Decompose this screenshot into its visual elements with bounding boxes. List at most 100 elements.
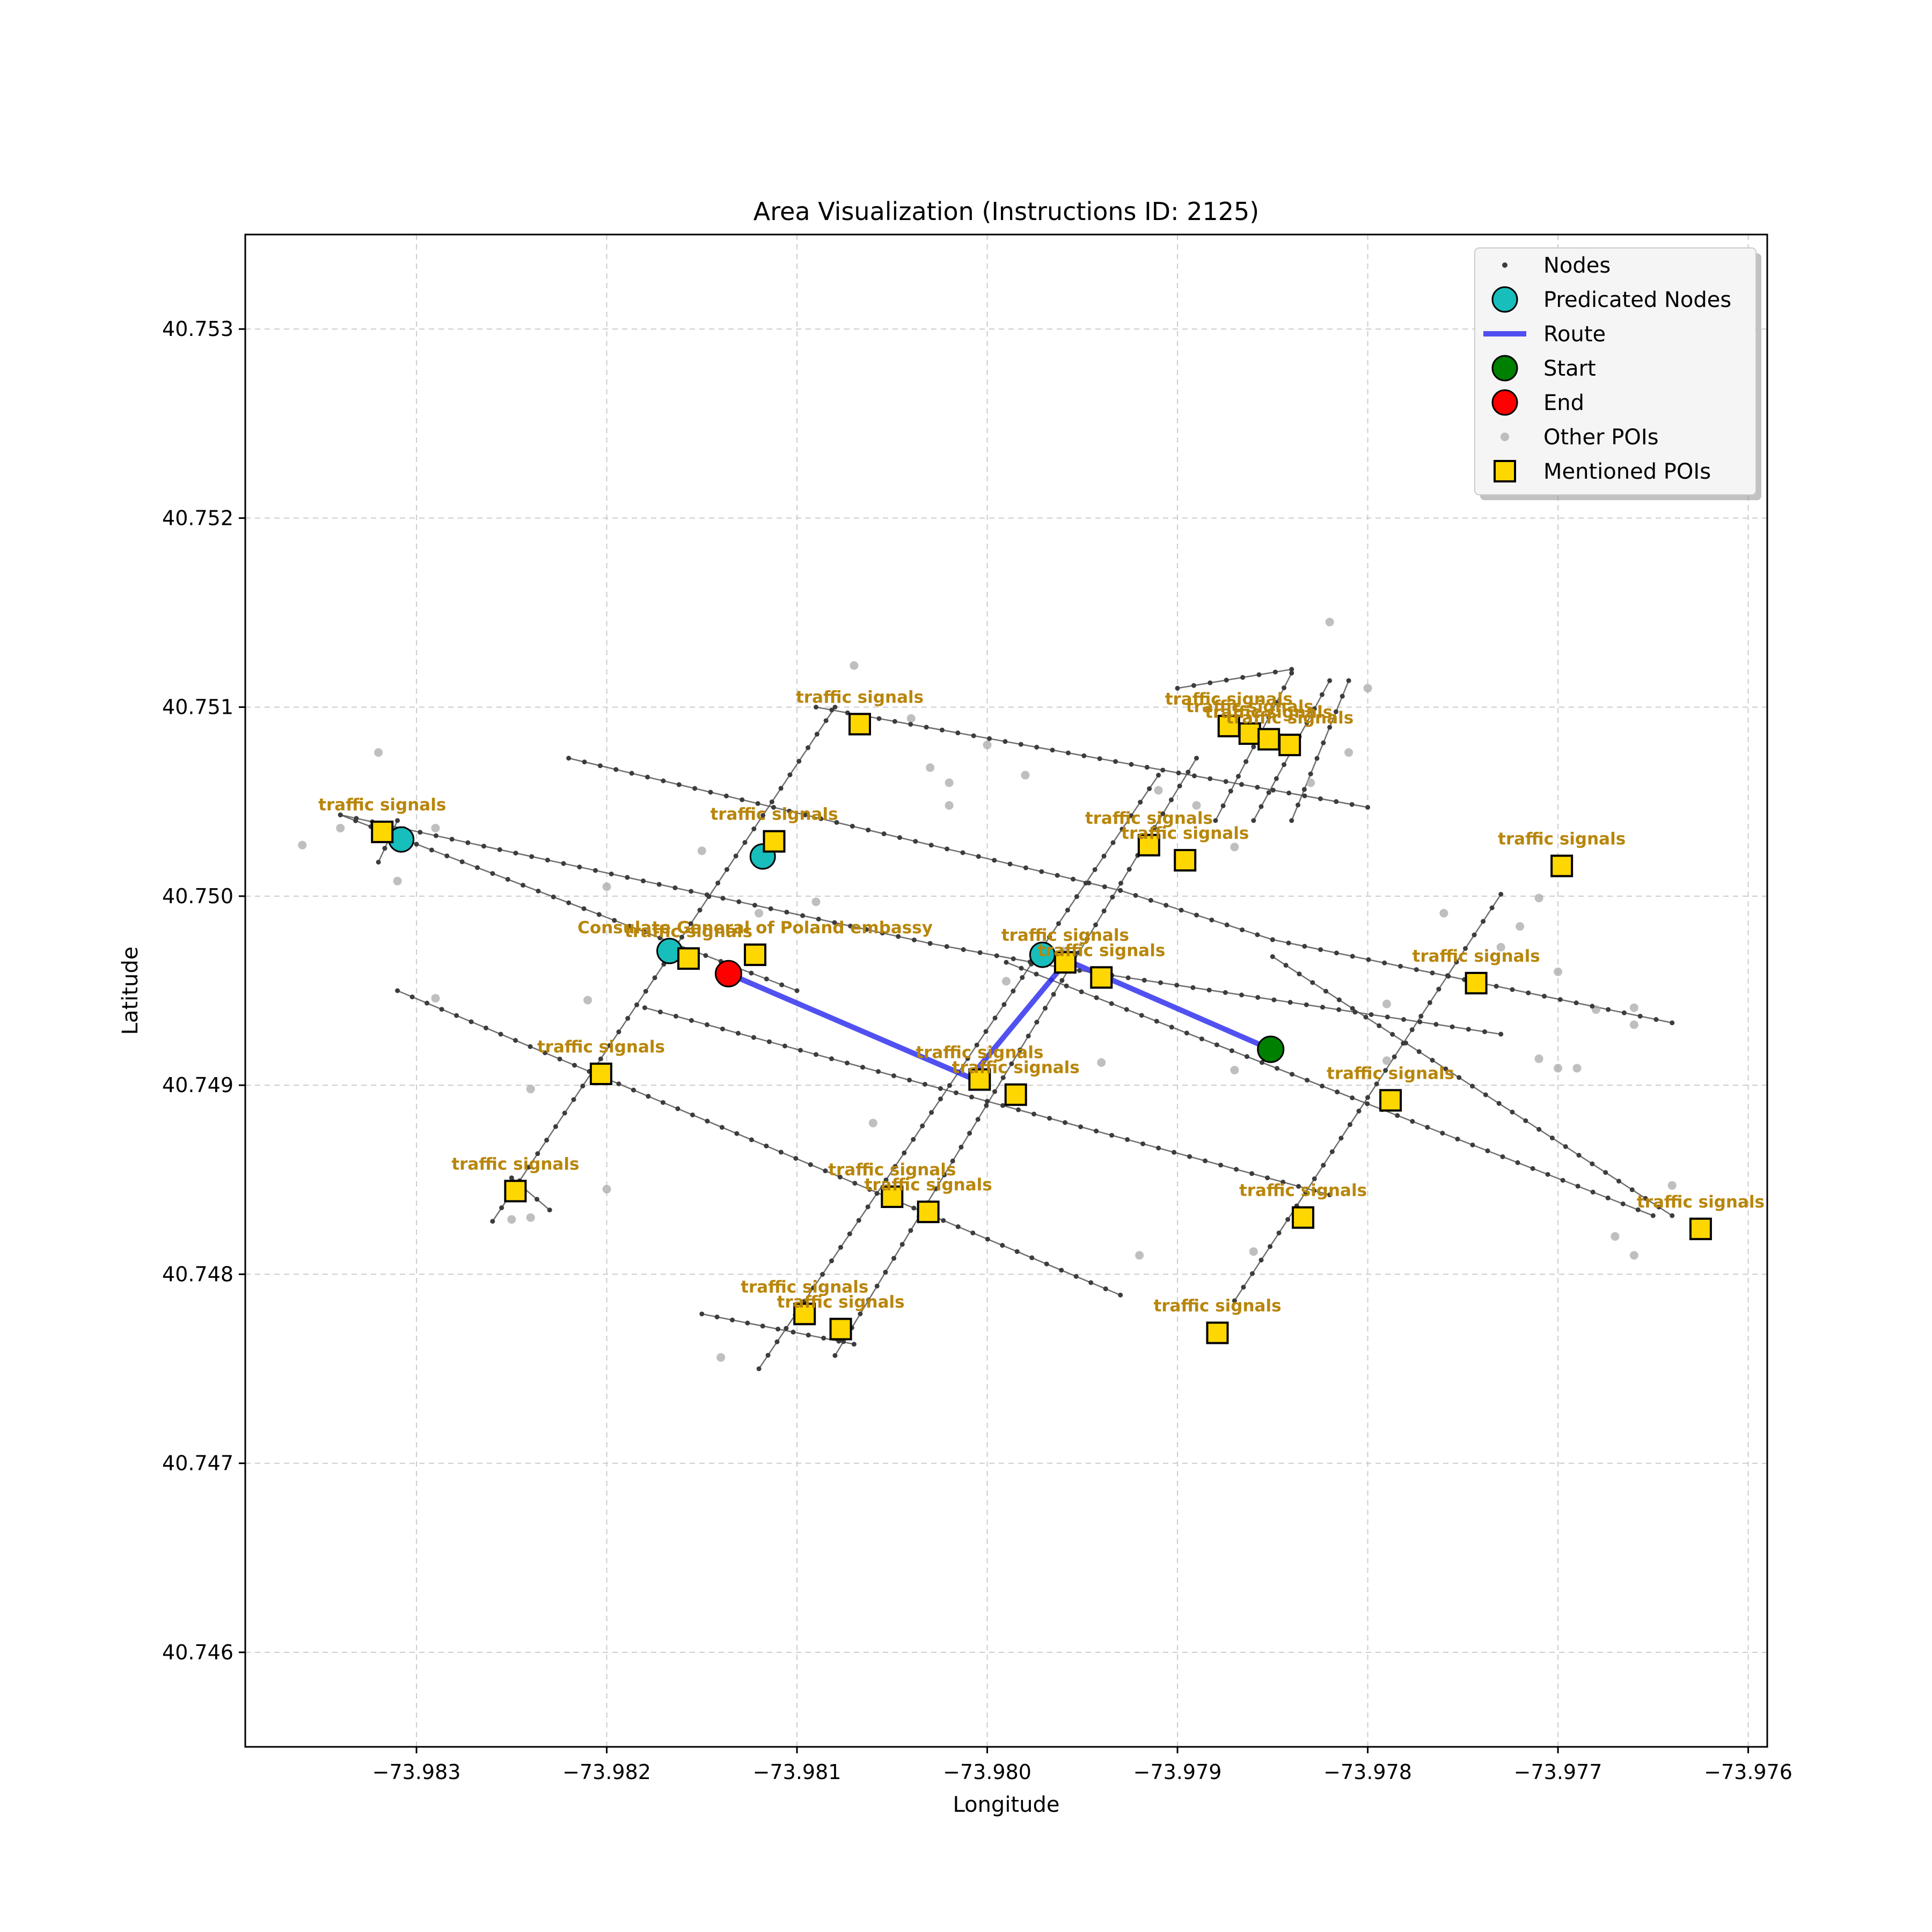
other-poi-point bbox=[1496, 942, 1505, 952]
node-point bbox=[708, 789, 713, 795]
node-point bbox=[787, 808, 792, 814]
mentioned-poi-label: traffic signals bbox=[625, 922, 752, 941]
node-point bbox=[1417, 1019, 1423, 1024]
node-point bbox=[1224, 922, 1230, 927]
legend-predicated-icon bbox=[1491, 286, 1518, 313]
node-point bbox=[814, 731, 819, 737]
node-point bbox=[672, 885, 678, 890]
node-point bbox=[1220, 803, 1226, 808]
node-point bbox=[876, 1069, 881, 1074]
node-point bbox=[572, 1063, 577, 1068]
node-point bbox=[927, 941, 933, 946]
legend-label: End bbox=[1543, 391, 1584, 415]
node-point bbox=[642, 930, 647, 935]
node-point bbox=[1191, 773, 1197, 779]
node-point bbox=[561, 861, 566, 866]
node-point bbox=[1390, 1031, 1395, 1037]
node-point bbox=[1194, 756, 1199, 761]
node-point bbox=[941, 1218, 946, 1223]
node-point bbox=[955, 1224, 961, 1230]
node-point bbox=[1119, 826, 1125, 832]
node-point bbox=[1232, 1298, 1237, 1304]
node-point bbox=[703, 953, 708, 958]
node-point bbox=[657, 935, 663, 941]
node-point bbox=[395, 988, 400, 993]
node-point bbox=[1191, 683, 1196, 688]
node-point bbox=[1118, 1292, 1123, 1298]
node-point bbox=[1235, 774, 1241, 779]
node-point bbox=[1023, 865, 1028, 870]
node-point bbox=[1126, 867, 1132, 872]
route bbox=[727, 957, 1272, 1081]
node-point bbox=[975, 1117, 980, 1122]
node-point bbox=[984, 1103, 989, 1108]
node-point bbox=[1034, 1020, 1040, 1025]
node-point bbox=[841, 1339, 846, 1344]
node-point bbox=[1283, 963, 1289, 968]
mentioned-poi-marker bbox=[1550, 854, 1574, 877]
node-point bbox=[1536, 1126, 1542, 1132]
node-point bbox=[1454, 960, 1459, 965]
node-point bbox=[820, 1272, 825, 1277]
node-point bbox=[724, 867, 729, 872]
node-point bbox=[768, 906, 773, 911]
node-point bbox=[1320, 1005, 1326, 1010]
node-point bbox=[752, 903, 757, 908]
legend-end-icon bbox=[1491, 389, 1518, 416]
node-point bbox=[1034, 744, 1040, 750]
node-point bbox=[960, 850, 965, 855]
node-point bbox=[1327, 724, 1333, 730]
other-poi-point bbox=[850, 661, 859, 670]
node-point bbox=[1214, 1042, 1219, 1048]
node-point bbox=[543, 1050, 548, 1056]
node-point bbox=[1110, 895, 1115, 900]
node-point bbox=[802, 812, 808, 817]
node-point bbox=[1616, 1179, 1621, 1184]
node-point bbox=[1274, 776, 1279, 781]
node-point bbox=[1304, 720, 1309, 726]
node-point bbox=[1094, 1129, 1099, 1134]
node-point bbox=[1085, 936, 1090, 941]
node-point bbox=[774, 1339, 780, 1344]
node-point bbox=[469, 1019, 474, 1024]
node-point bbox=[553, 1124, 558, 1129]
node-point bbox=[947, 1083, 952, 1088]
node-point bbox=[490, 1219, 495, 1224]
node-point bbox=[1289, 667, 1294, 672]
node-point bbox=[1266, 715, 1271, 720]
node-point bbox=[808, 1162, 813, 1167]
node-point bbox=[971, 733, 976, 738]
node-point bbox=[382, 846, 387, 851]
node-point bbox=[823, 718, 829, 723]
node-point bbox=[1635, 1207, 1641, 1212]
other-poi-point bbox=[1097, 1058, 1106, 1067]
node-point bbox=[764, 976, 769, 982]
node-point bbox=[1043, 1006, 1048, 1011]
mentioned-poi-label: traffic signals bbox=[537, 1037, 665, 1057]
node-point bbox=[395, 818, 400, 823]
node-point bbox=[1286, 940, 1291, 946]
node-point bbox=[645, 774, 650, 780]
node-point bbox=[866, 1297, 872, 1302]
node-point bbox=[1530, 1166, 1535, 1171]
mentioned-poi-label: traffic signals bbox=[451, 1154, 579, 1174]
node-point bbox=[1310, 980, 1315, 985]
node-point bbox=[1251, 744, 1256, 750]
node-point bbox=[1029, 1255, 1035, 1261]
node-point bbox=[474, 865, 480, 870]
node-point bbox=[1575, 1183, 1580, 1189]
node-point bbox=[847, 1231, 852, 1236]
node-point bbox=[1175, 685, 1180, 691]
other-poi-point bbox=[1629, 1251, 1638, 1260]
node-point bbox=[528, 1044, 533, 1049]
node-point bbox=[1365, 1101, 1370, 1107]
node-point bbox=[1282, 685, 1287, 691]
node-point bbox=[891, 1073, 897, 1079]
node-point bbox=[1004, 960, 1009, 965]
node-point bbox=[1187, 1154, 1192, 1159]
other-poi-point bbox=[1554, 1064, 1563, 1073]
node-point bbox=[814, 705, 818, 710]
node-point bbox=[720, 1026, 725, 1031]
node-point bbox=[924, 724, 929, 730]
node-point bbox=[566, 756, 572, 761]
